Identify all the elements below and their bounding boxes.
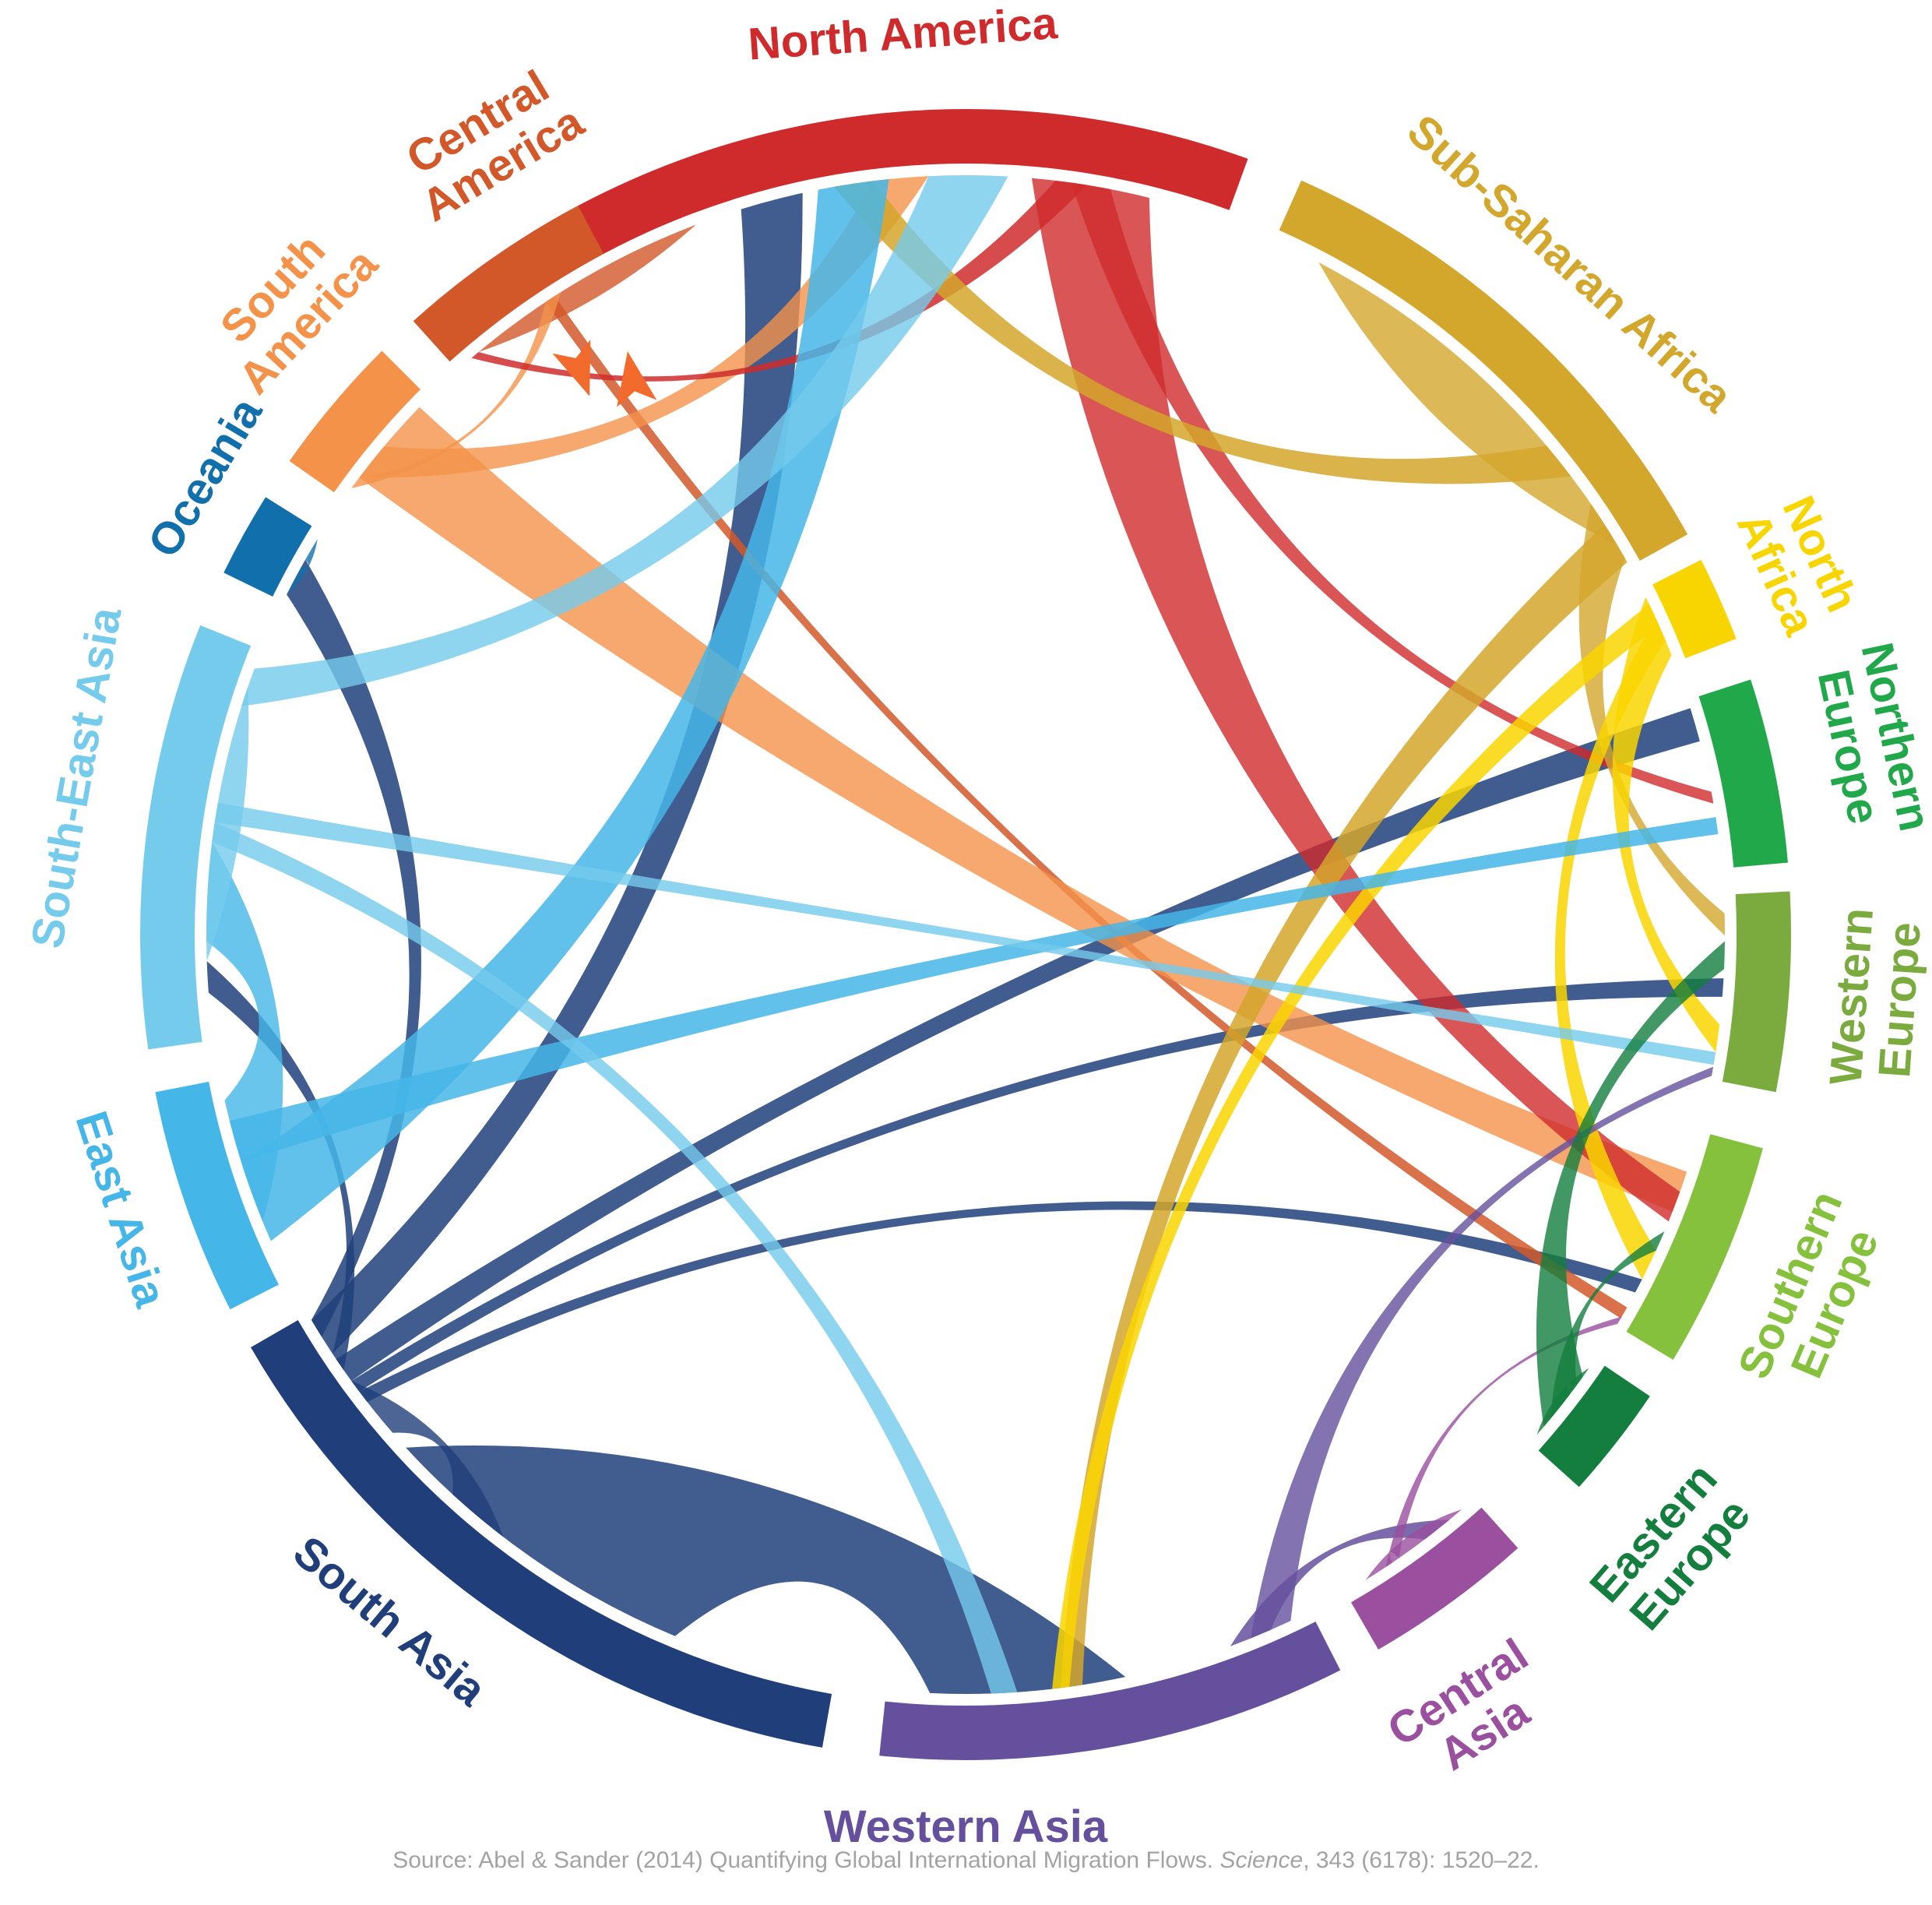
flow-north_africa-to-southern_europe <box>1554 618 1666 1280</box>
arc-oceania <box>223 497 312 597</box>
label-south-east-asia: South-East Asia <box>22 603 132 952</box>
arc-western-asia <box>879 1622 1341 1760</box>
arc-central-asia <box>1351 1507 1519 1650</box>
arrow-marker-icon <box>617 351 657 407</box>
flow-eastern_europe-to-western_europe <box>1536 941 1725 1427</box>
flow-east_asia-to-northern_europe <box>229 817 1719 1162</box>
label-line: East Asia <box>65 1105 176 1313</box>
label-east-asia: East Asia <box>65 1105 176 1313</box>
arc-western-europe <box>1722 891 1791 1093</box>
flow-eastern_europe-to-eastern_europe <box>1536 1368 1589 1435</box>
source-prefix: Source: Abel & Sander (2014) Quantifying… <box>392 1847 1214 1873</box>
arrow-marker-icon <box>552 339 591 396</box>
label-line: North America <box>747 0 1060 70</box>
arc-north-america <box>435 109 1248 344</box>
flow-north_africa-to-western_europe <box>1612 597 1720 1052</box>
arc-south-asia <box>251 1320 832 1748</box>
region-arcs <box>140 109 1791 1760</box>
flow-east_asia-to-south_east_asia <box>206 842 283 1222</box>
label-north-america: North America <box>747 0 1060 70</box>
flow-south_asia-to-south_asia <box>351 1381 504 1537</box>
flow-oceania-to-oceania <box>287 539 318 595</box>
flow-central_america-to-north_america <box>478 224 696 353</box>
label-line: Western Asia <box>824 1801 1108 1852</box>
arc-east-asia <box>155 1081 279 1310</box>
flow-south_asia-to-northern_europe <box>336 708 1700 1382</box>
label-western-asia: Western Asia <box>824 1801 1108 1852</box>
arc-central-america <box>413 206 604 362</box>
arc-south-america <box>289 350 421 493</box>
flow-south_east_asia-to-north_america <box>241 174 1008 706</box>
source-suffix: , 343 (6178): 1520–22. <box>1303 1847 1540 1873</box>
source-note: Source: Abel & Sander (2014) Quantifying… <box>0 1847 1932 1874</box>
arc-north-africa <box>1652 559 1737 659</box>
label-line: South-East Asia <box>22 603 132 952</box>
flow-south_asia-to-north_america <box>311 192 803 1354</box>
flow-south_asia-to-western_asia <box>406 1445 1126 1694</box>
label-line: Europe <box>1869 921 1930 1079</box>
arc-south-east-asia <box>140 625 252 1050</box>
arc-eastern-europe <box>1538 1365 1650 1488</box>
flow-south_america-to-southern_europe <box>359 407 1687 1212</box>
label-line: Western <box>1820 907 1883 1087</box>
flows-layer <box>206 174 1725 1694</box>
flow-north_america-to-central_america <box>471 180 1087 382</box>
arc-sub-saharan-africa <box>1279 180 1688 562</box>
markers-layer <box>552 339 657 407</box>
flow-sub_saharan_africa-to-north_america <box>833 181 1571 484</box>
flow-south_east_asia-to-western_europe <box>214 802 1716 1065</box>
source-journal: Science <box>1219 1847 1304 1873</box>
arc-northern-europe <box>1698 679 1788 868</box>
arc-southern-europe <box>1626 1134 1763 1360</box>
flow-north_america-to-southern_europe <box>1031 178 1680 1222</box>
